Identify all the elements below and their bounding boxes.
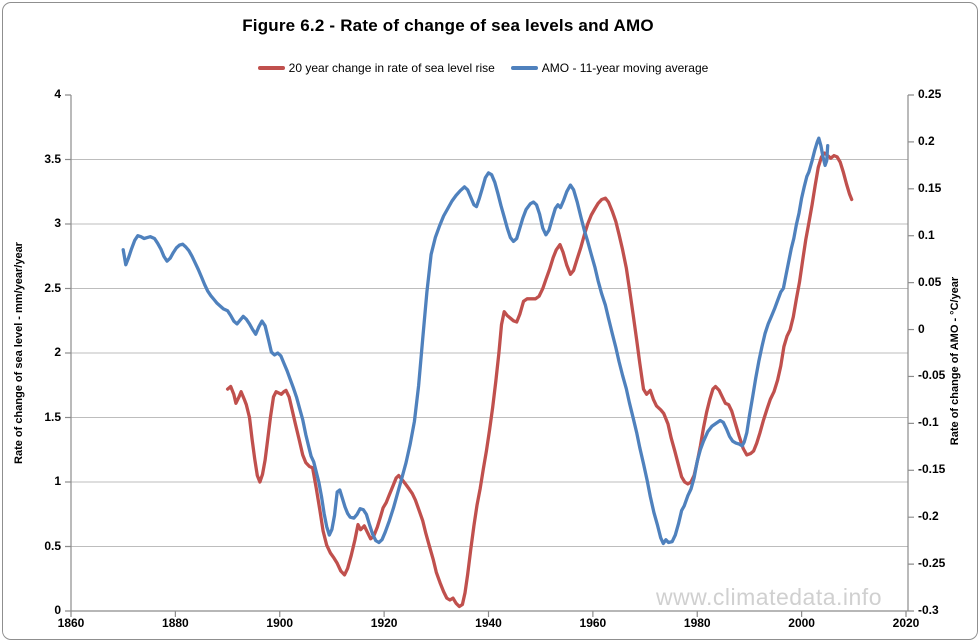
right-axis-tick-label: 0.25 xyxy=(918,87,942,101)
series-line-sea-level xyxy=(225,151,854,609)
right-axis-tick-label: 0.15 xyxy=(918,180,942,195)
x-axis-tick-label: 1880 xyxy=(162,616,189,630)
right-axis-tick-label: -0.25 xyxy=(918,556,946,571)
x-axis-tick-label: 1860 xyxy=(57,616,85,630)
legend-label-sea-level: 20 year change in rate of sea level rise xyxy=(288,61,495,75)
left-axis-tick-label: 3.5 xyxy=(44,151,61,166)
left-axis-tick-label: 1.5 xyxy=(44,409,61,424)
left-axis-tick-label: 2.5 xyxy=(44,280,61,295)
right-axis-tick-label: -0.3 xyxy=(918,603,939,617)
legend-label-amo: AMO - 11-year moving average xyxy=(541,61,709,75)
right-axis-title: Rate of change of AMO - °C/year xyxy=(949,276,961,446)
x-axis-tick-label: 1900 xyxy=(266,616,294,630)
legend-item-sea-level: 20 year change in rate of sea level rise xyxy=(257,61,495,75)
series-line-amo xyxy=(121,136,830,546)
sea-level-line-swatch xyxy=(257,66,285,70)
right-axis-tick-label: -0.15 xyxy=(918,462,946,477)
legend: 20 year change in rate of sea level rise… xyxy=(3,61,963,75)
right-axis-tick-label: 0 xyxy=(918,321,925,336)
x-axis-tick-label: 1960 xyxy=(579,616,607,630)
right-axis-tick-label: 0.2 xyxy=(918,133,935,148)
right-axis-tick-label: 0.05 xyxy=(918,274,942,289)
right-axis-tick-label: -0.2 xyxy=(918,509,939,524)
chart-title: Figure 6.2 - Rate of change of sea level… xyxy=(242,16,654,35)
amo-line-swatch xyxy=(510,66,538,70)
x-axis-tick-label: 1920 xyxy=(370,616,398,630)
x-axis-tick-label: 2020 xyxy=(892,616,920,630)
plot-area xyxy=(65,94,914,617)
right-axis-tick-label: 0.1 xyxy=(918,227,935,242)
left-axis-tick-label: 0 xyxy=(54,603,61,617)
left-axis-tick-label: 3 xyxy=(54,216,61,230)
x-axis-tick-label: 1980 xyxy=(683,616,711,630)
right-axis-tick-label: -0.05 xyxy=(918,368,946,383)
left-axis-tick-label: 2 xyxy=(54,345,61,359)
x-axis-tick-label: 1940 xyxy=(475,616,502,630)
left-axis-tick-label: 1 xyxy=(54,474,61,488)
legend-item-amo: AMO - 11-year moving average xyxy=(510,61,709,75)
left-axis-tick-label: 0.5 xyxy=(44,538,61,553)
watermark: www.climatedata.info xyxy=(655,584,882,610)
right-axis-tick-label: -0.1 xyxy=(918,415,939,430)
left-axis-tick-label: 4 xyxy=(54,87,61,101)
x-axis-tick-label: 2000 xyxy=(788,616,815,630)
